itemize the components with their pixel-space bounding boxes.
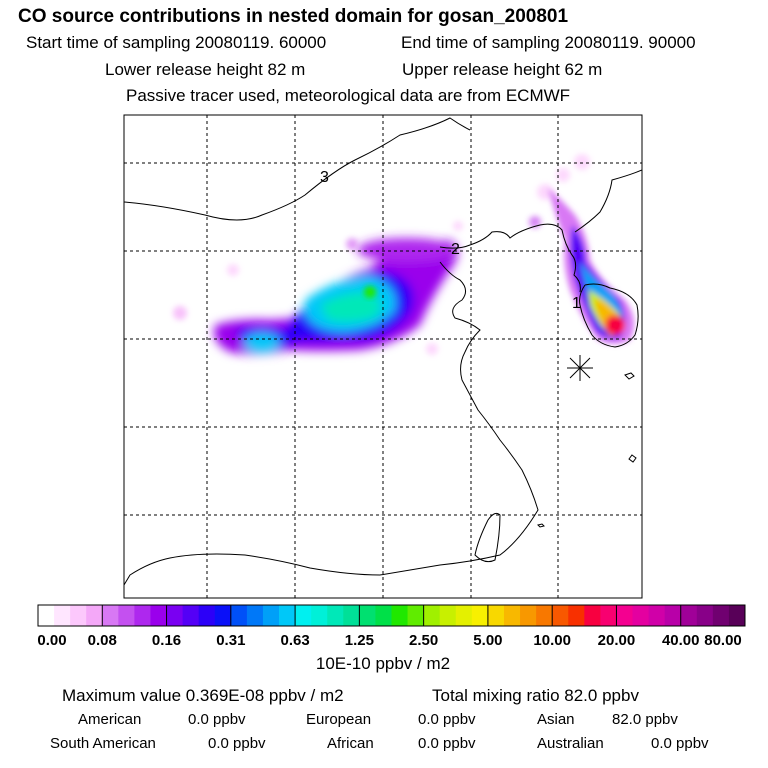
receptor-star-icon [567, 355, 593, 381]
colorbar-swatch [375, 605, 392, 626]
colorbar-swatch [279, 605, 296, 626]
trajectory-label-1: 1 [572, 295, 581, 312]
chart-title: CO source contributions in nested domain… [18, 6, 569, 27]
end-time-label: End time of sampling 20080119. 90000 [401, 33, 696, 52]
colorbar-swatch [487, 605, 505, 626]
colorbar-unit: 10E-10 ppbv / m2 [315, 654, 451, 673]
maximum-value: Maximum value 0.369E-08 ppbv / m2 [62, 686, 344, 705]
colorbar-swatch [423, 605, 441, 626]
colorbar-swatch [54, 605, 71, 626]
european-label: European [306, 711, 372, 728]
colorbar-swatch [680, 605, 698, 626]
colorbar-tick-label: 20.00 [597, 632, 636, 649]
colorbar-swatch [568, 605, 585, 626]
upper-release-height: Upper release height 62 m [402, 60, 603, 79]
colorbar-swatch [552, 605, 569, 626]
colorbar-swatch [648, 605, 666, 626]
colorbar-tick-label: 80.00 [704, 632, 742, 649]
colorbar-swatch [616, 605, 634, 626]
colorbar-swatch [696, 605, 714, 626]
colorbar-tick-label: 0.63 [280, 632, 310, 649]
colorbar-tick-label: 40.00 [661, 632, 700, 649]
colorbar-swatch [600, 605, 617, 626]
colorbar-swatch [359, 605, 376, 626]
colorbar-swatch [198, 605, 216, 626]
south-american-value: 0.0 ppbv [208, 735, 266, 752]
colorbar-swatch [295, 605, 312, 626]
colorbar-swatch [471, 605, 489, 626]
colorbar-swatch [391, 605, 409, 626]
colorbar-swatch [214, 605, 232, 626]
tracer-note: Passive tracer used, meteorological data… [126, 86, 571, 105]
colorbar-swatch [38, 605, 55, 626]
african-value: 0.0 ppbv [418, 735, 476, 752]
colorbar-swatch [455, 605, 473, 626]
colorbar-tick-label: 2.50 [409, 632, 439, 649]
lower-release-height: Lower release height 82 m [105, 60, 306, 79]
colorbar-swatch [166, 605, 184, 626]
colorbar-tick-label: 0.16 [151, 632, 182, 649]
colorbar-swatch [262, 605, 280, 626]
colorbar-border [37, 604, 746, 627]
colorbar-tick-label: 0.31 [216, 632, 246, 649]
colorbar-swatch [439, 605, 457, 626]
colorbar-tick-label: 10.00 [533, 632, 571, 649]
colorbar-swatch [134, 605, 151, 626]
grid-lines [124, 115, 642, 598]
asian-value: 82.0 ppbv [612, 711, 678, 728]
colorbar-swatch [343, 605, 360, 626]
trajectory-label-3: 3 [320, 169, 329, 186]
colorbar-swatch [70, 605, 87, 626]
colorbar-swatch [86, 605, 103, 626]
colorbar-tick-label: 0.00 [37, 632, 67, 649]
colorbar [37, 604, 746, 627]
total-mixing-ratio: Total mixing ratio 82.0 ppbv [432, 686, 639, 705]
colorbar-swatch [182, 605, 200, 626]
map-figure: 1 2 3 [37, 114, 746, 627]
coastlines [124, 117, 642, 586]
african-label: African [327, 735, 374, 752]
colorbar-swatch [246, 605, 264, 626]
australian-value: 0.0 ppbv [651, 735, 709, 752]
map-frame [123, 114, 643, 599]
colorbar-tick-label: 1.25 [344, 632, 374, 649]
colorbar-swatch [503, 605, 521, 626]
colorbar-swatch [230, 605, 248, 626]
colorbar-swatch [102, 605, 119, 626]
plume-layer [173, 154, 634, 355]
asian-label: Asian [537, 711, 575, 728]
colorbar-swatch [584, 605, 601, 626]
colorbar-swatch [118, 605, 135, 626]
australian-label: Australian [537, 735, 604, 752]
colorbar-tick-label: 5.00 [473, 632, 503, 649]
colorbar-swatch [664, 605, 682, 626]
colorbar-swatch [327, 605, 344, 626]
colorbar-swatch [728, 605, 746, 626]
colorbar-swatch [712, 605, 730, 626]
trajectory-label-2: 2 [451, 241, 460, 258]
colorbar-tick-label: 0.08 [87, 632, 117, 649]
colorbar-swatch [311, 605, 328, 626]
european-value: 0.0 ppbv [418, 711, 476, 728]
colorbar-swatch [536, 605, 553, 626]
colorbar-swatch [520, 605, 537, 626]
colorbar-swatch [407, 605, 425, 626]
colorbar-swatch [632, 605, 650, 626]
american-value: 0.0 ppbv [188, 711, 246, 728]
south-american-label: South American [50, 735, 156, 752]
start-time-label: Start time of sampling 20080119. 60000 [26, 33, 327, 52]
colorbar-swatch [150, 605, 168, 626]
american-label: American [78, 711, 142, 728]
